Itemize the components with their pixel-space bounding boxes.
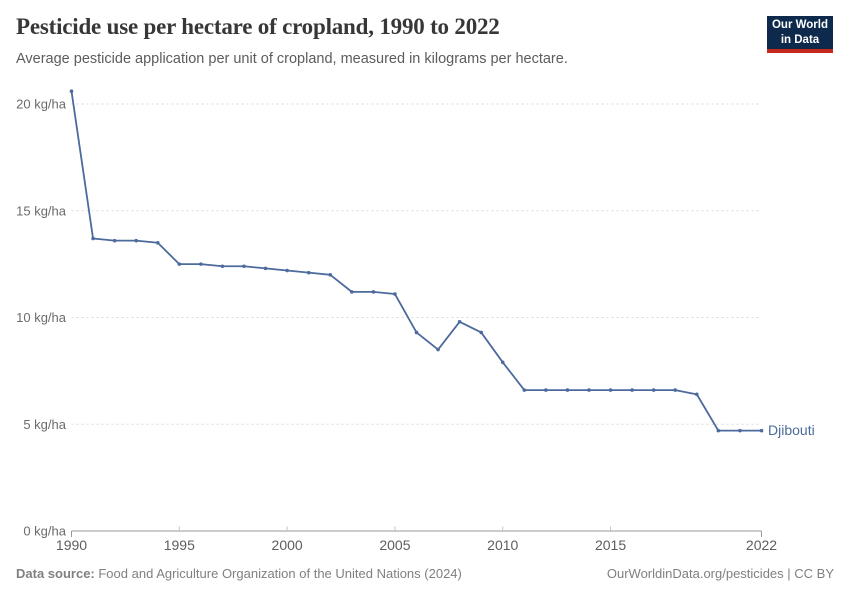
data-point[interactable] (414, 330, 419, 335)
chart-footer: Data source: Food and Agriculture Organi… (16, 566, 834, 581)
chart-subtitle: Average pesticide application per unit o… (16, 51, 568, 67)
x-axis-tick-label: 2010 (487, 537, 518, 553)
data-point[interactable] (587, 388, 591, 392)
data-point[interactable] (328, 273, 333, 277)
data-point[interactable] (738, 428, 742, 433)
data-point[interactable] (155, 240, 160, 245)
data-point[interactable] (651, 388, 656, 392)
data-point[interactable] (565, 388, 570, 392)
x-axis-tick-label: 2022 (746, 537, 777, 553)
data-point[interactable] (479, 330, 483, 335)
data-point[interactable] (436, 347, 440, 352)
data-point[interactable] (500, 360, 505, 365)
x-axis-tick-label: 2000 (272, 537, 303, 553)
page-title: Pesticide use per hectare of cropland, 1… (16, 14, 500, 39)
footer-link[interactable]: OurWorldinData.org/pesticides | CC BY (606, 566, 834, 581)
data-point[interactable] (69, 89, 74, 93)
data-point[interactable] (630, 388, 634, 392)
data-point[interactable] (112, 238, 117, 243)
y-gridlines: 0 kg/ha 5 kg/ha 10 kg/ha 15 kg/ha 20 kg/ha (16, 97, 762, 539)
data-point[interactable] (759, 428, 764, 433)
owid-logo[interactable]: Our World in Data (767, 16, 833, 53)
y-axis-tick-label: 15 kg/ha (16, 203, 67, 218)
x-axis-tick-label: 1995 (164, 537, 195, 553)
x-axis-tick-label: 2015 (595, 537, 626, 553)
x-axis-tick-label: 2005 (379, 537, 410, 553)
data-point[interactable] (91, 236, 95, 241)
data-point[interactable] (522, 388, 527, 392)
data-point[interactable] (350, 290, 354, 294)
data-point[interactable] (177, 262, 182, 266)
y-axis-tick-label: 5 kg/ha (23, 417, 66, 432)
data-point[interactable] (695, 392, 699, 397)
y-axis-tick-label: 0 kg/ha (23, 524, 66, 539)
y-axis-tick-label: 20 kg/ha (16, 97, 67, 112)
owid-logo-line2: in Data (780, 33, 820, 46)
data-point[interactable] (716, 428, 721, 433)
x-axis-tick-label: 1990 (56, 537, 87, 553)
data-point[interactable] (673, 388, 678, 392)
data-point[interactable] (285, 268, 289, 273)
data-point[interactable] (306, 270, 311, 275)
data-point[interactable] (393, 292, 397, 296)
data-point[interactable] (220, 264, 225, 269)
data-point[interactable] (544, 388, 548, 392)
data-source-label: Data source: (16, 566, 95, 581)
data-source-text: Food and Agriculture Organization of the… (94, 566, 462, 581)
data-point[interactable] (457, 319, 462, 324)
data-point[interactable] (371, 290, 376, 294)
data-source-note: Data source: Food and Agriculture Organi… (16, 566, 462, 581)
series-djibouti[interactable]: Djibouti (69, 89, 815, 438)
series-line[interactable] (70, 90, 763, 432)
owid-logo-line1: Our World (771, 19, 828, 31)
data-point[interactable] (242, 264, 246, 269)
y-axis-tick-label: 10 kg/ha (16, 310, 67, 325)
x-axis: 1990 1995 2000 2005 2010 2015 2022 (56, 526, 777, 553)
data-point[interactable] (608, 388, 613, 392)
data-point[interactable] (263, 266, 268, 271)
data-point[interactable] (199, 262, 203, 266)
data-point[interactable] (134, 238, 138, 243)
series-end-label[interactable]: Djibouti (768, 422, 815, 438)
